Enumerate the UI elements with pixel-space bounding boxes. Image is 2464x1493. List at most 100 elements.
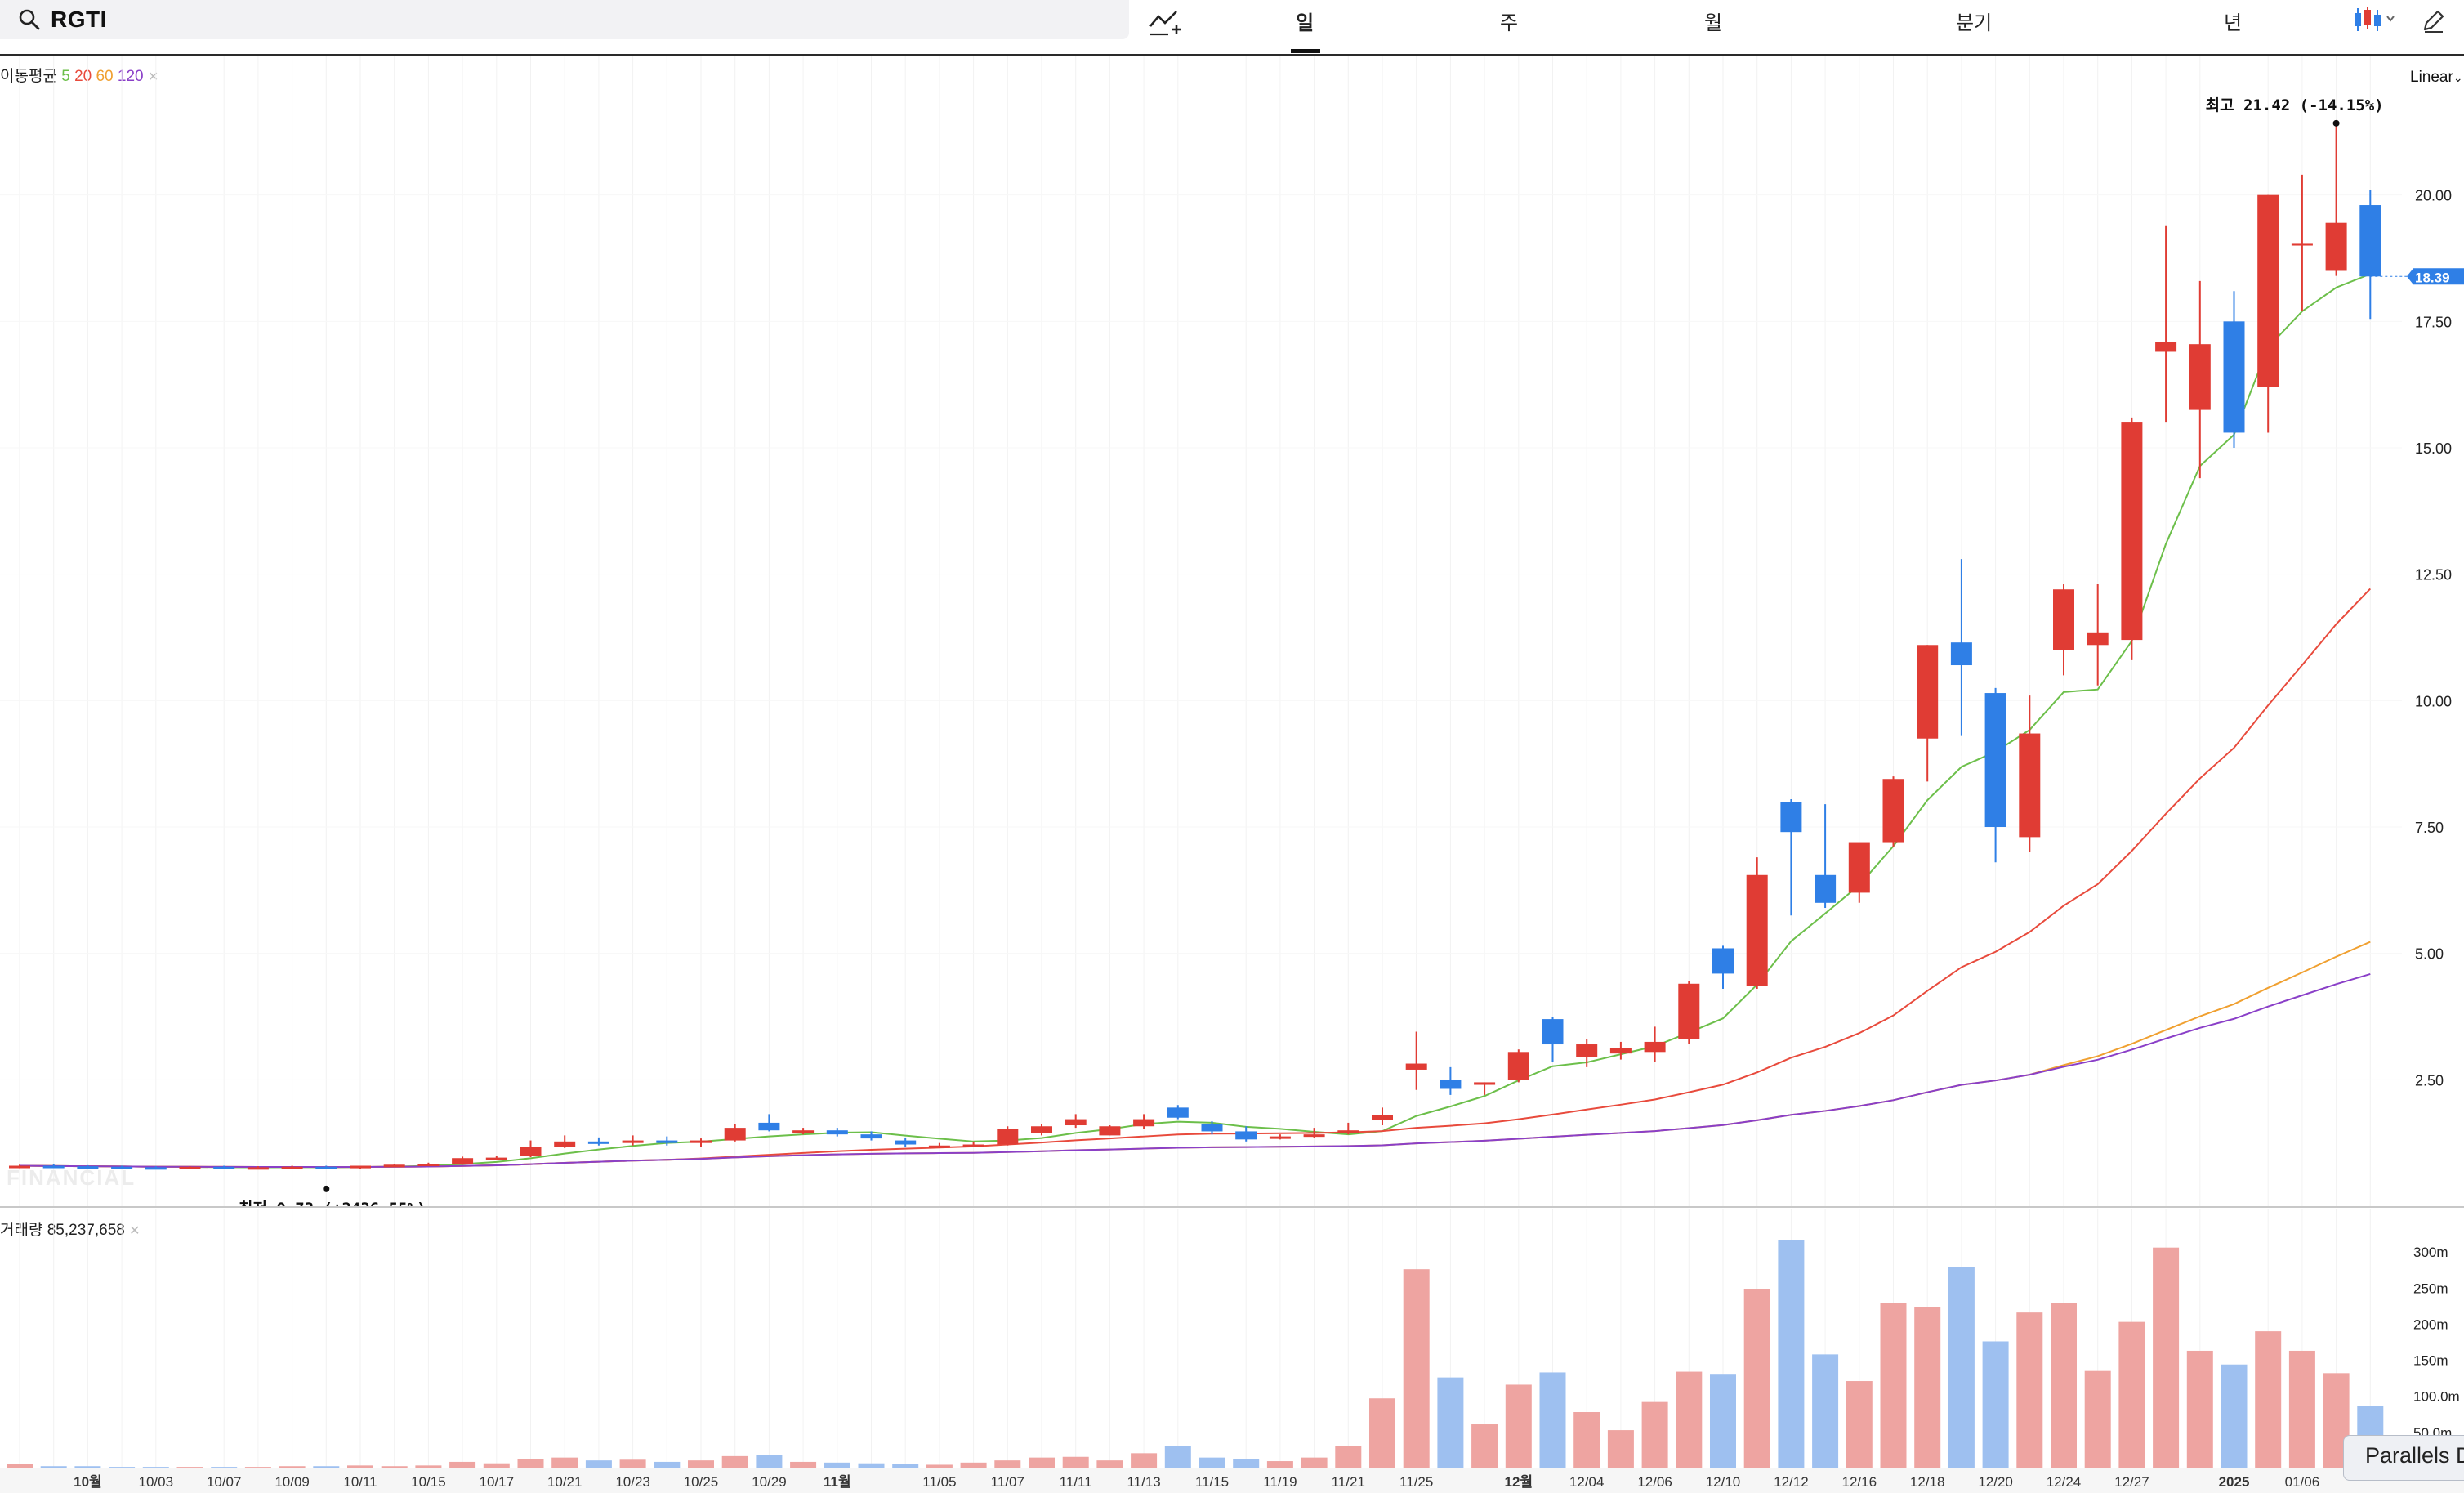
volume-bar bbox=[415, 1465, 442, 1468]
x-tick-label: 11/19 bbox=[1263, 1474, 1297, 1490]
x-tick-label: 10/03 bbox=[139, 1474, 174, 1490]
volume-bar bbox=[1369, 1398, 1395, 1468]
candle-type-icon[interactable] bbox=[2351, 5, 2400, 34]
price-tick-label: 2.50 bbox=[2415, 1072, 2444, 1088]
ma-60: 60 bbox=[96, 68, 114, 85]
scale-mode-select[interactable]: Linear⌄ bbox=[2410, 69, 2463, 87]
candle-body bbox=[1065, 1119, 1087, 1126]
indicator-add-icon[interactable] bbox=[1147, 5, 1185, 38]
candle-body bbox=[2121, 422, 2143, 641]
tab-year[interactable]: 년 bbox=[2224, 12, 2243, 34]
volume-bar bbox=[654, 1461, 681, 1468]
candle-body bbox=[1644, 1041, 1666, 1053]
candle-body bbox=[42, 1165, 65, 1169]
volume-bar bbox=[2186, 1350, 2213, 1468]
candle-body bbox=[1542, 1019, 1564, 1045]
tab-quarter[interactable]: 분기 bbox=[1956, 12, 1993, 34]
top-toolbar: RGTI 일 주 월 분기 년 bbox=[0, 0, 2464, 56]
candle-body bbox=[860, 1134, 882, 1139]
x-tick-label: 12/04 bbox=[1569, 1474, 1605, 1490]
candle-body bbox=[315, 1166, 337, 1169]
candle-body bbox=[452, 1158, 474, 1164]
parallels-tag[interactable]: Parallels D bbox=[2343, 1435, 2464, 1481]
volume-bar bbox=[1607, 1430, 1634, 1468]
x-tick-label: 11/13 bbox=[1127, 1474, 1160, 1490]
scale-mode-label: Linear bbox=[2410, 69, 2453, 86]
volume-label: 거래량 bbox=[0, 1222, 43, 1239]
high-marker-label: 최고 21.42 (-14.15%) bbox=[2206, 96, 2384, 114]
volume-bar bbox=[244, 1467, 271, 1468]
volume-bar bbox=[1812, 1354, 1839, 1468]
volume-tick-label: 300m bbox=[2413, 1245, 2448, 1260]
x-tick-label: 11/21 bbox=[1332, 1474, 1365, 1490]
x-tick-label: 10/07 bbox=[207, 1474, 242, 1490]
x-tick-label: 12/27 bbox=[2114, 1474, 2149, 1490]
volume-bar bbox=[824, 1462, 850, 1468]
candle-body bbox=[2223, 321, 2245, 433]
x-tick-label: 10/29 bbox=[752, 1474, 787, 1490]
volume-bar bbox=[688, 1460, 714, 1468]
volume-bar bbox=[1335, 1446, 1362, 1468]
volume-bar bbox=[1505, 1384, 1532, 1468]
candle-body bbox=[179, 1166, 201, 1169]
x-tick-label: 10/21 bbox=[547, 1474, 583, 1490]
candle-body bbox=[1917, 645, 1939, 739]
volume-bar bbox=[1710, 1374, 1736, 1468]
candle-body bbox=[2257, 194, 2279, 387]
volume-bar bbox=[1164, 1446, 1191, 1468]
tab-month[interactable]: 월 bbox=[1704, 12, 1723, 34]
volume-bar bbox=[74, 1466, 101, 1468]
volume-bar bbox=[1301, 1457, 1328, 1468]
volume-bar bbox=[1880, 1303, 1907, 1468]
close-icon[interactable]: ✕ bbox=[129, 1224, 141, 1238]
candle-body bbox=[1746, 874, 1768, 986]
volume-bar bbox=[1029, 1457, 1055, 1468]
x-tick-label: 11/11 bbox=[1060, 1474, 1092, 1490]
candle-body bbox=[1372, 1115, 1393, 1120]
x-tick-label: 12/24 bbox=[2047, 1474, 2082, 1490]
volume-bar bbox=[211, 1467, 238, 1468]
volume-bar bbox=[551, 1457, 578, 1468]
ma-line-5 bbox=[19, 273, 2371, 1169]
candle-body bbox=[962, 1144, 984, 1147]
candle-body bbox=[1609, 1048, 1632, 1054]
active-tab-indicator bbox=[1291, 49, 1320, 53]
volume-bar bbox=[347, 1465, 373, 1468]
x-tick-label: 10/11 bbox=[343, 1474, 377, 1490]
volume-bar bbox=[1266, 1461, 1293, 1468]
chevron-down-icon: ⌄ bbox=[2453, 71, 2463, 84]
search-query: RGTI bbox=[51, 7, 107, 32]
volume-bar bbox=[926, 1464, 953, 1468]
search-input[interactable]: RGTI bbox=[0, 0, 1129, 39]
candle-body bbox=[1303, 1134, 1325, 1138]
tab-day[interactable]: 일 bbox=[1296, 12, 1315, 34]
x-axis: 10월 10/03 10/07 10/09 10/11 10/15 10/17 10/21 10… bbox=[0, 1468, 2464, 1493]
candle-body bbox=[485, 1157, 507, 1160]
price-chart: 2.50 5.00 7.50 10.00 12.50 15.00 17.50 20.00 최고 … bbox=[0, 56, 2464, 1206]
high-marker-dot bbox=[2332, 119, 2340, 127]
panel-divider[interactable] bbox=[0, 1206, 2464, 1208]
candle-body bbox=[895, 1140, 917, 1145]
candle-body bbox=[2053, 589, 2074, 650]
volume-legend: 거래량 85,237,658 ✕ bbox=[0, 1218, 141, 1240]
candle-body bbox=[554, 1141, 576, 1147]
volume-bar bbox=[1131, 1453, 1158, 1468]
volume-bar bbox=[1233, 1459, 1260, 1468]
pencil-icon[interactable] bbox=[2420, 7, 2448, 34]
volume-bar bbox=[892, 1464, 919, 1468]
volume-bar bbox=[1403, 1269, 1430, 1468]
candle-body bbox=[1235, 1131, 1257, 1140]
volume-bar bbox=[449, 1461, 476, 1468]
volume-tick-label: 100.0m bbox=[2413, 1389, 2460, 1405]
volume-bar bbox=[109, 1467, 136, 1468]
volume-tick-label: 150m bbox=[2413, 1353, 2448, 1369]
volume-bar bbox=[176, 1467, 203, 1468]
x-tick-label: 11/15 bbox=[1195, 1474, 1229, 1490]
volume-bar bbox=[517, 1459, 544, 1468]
candle-body bbox=[587, 1141, 609, 1144]
volume-bar bbox=[2153, 1247, 2180, 1468]
tab-week[interactable]: 주 bbox=[1500, 12, 1519, 34]
x-tick-label: 12월 bbox=[1505, 1474, 1533, 1490]
volume-bar bbox=[1914, 1307, 1941, 1468]
x-tick-label: 10월 bbox=[74, 1474, 102, 1490]
